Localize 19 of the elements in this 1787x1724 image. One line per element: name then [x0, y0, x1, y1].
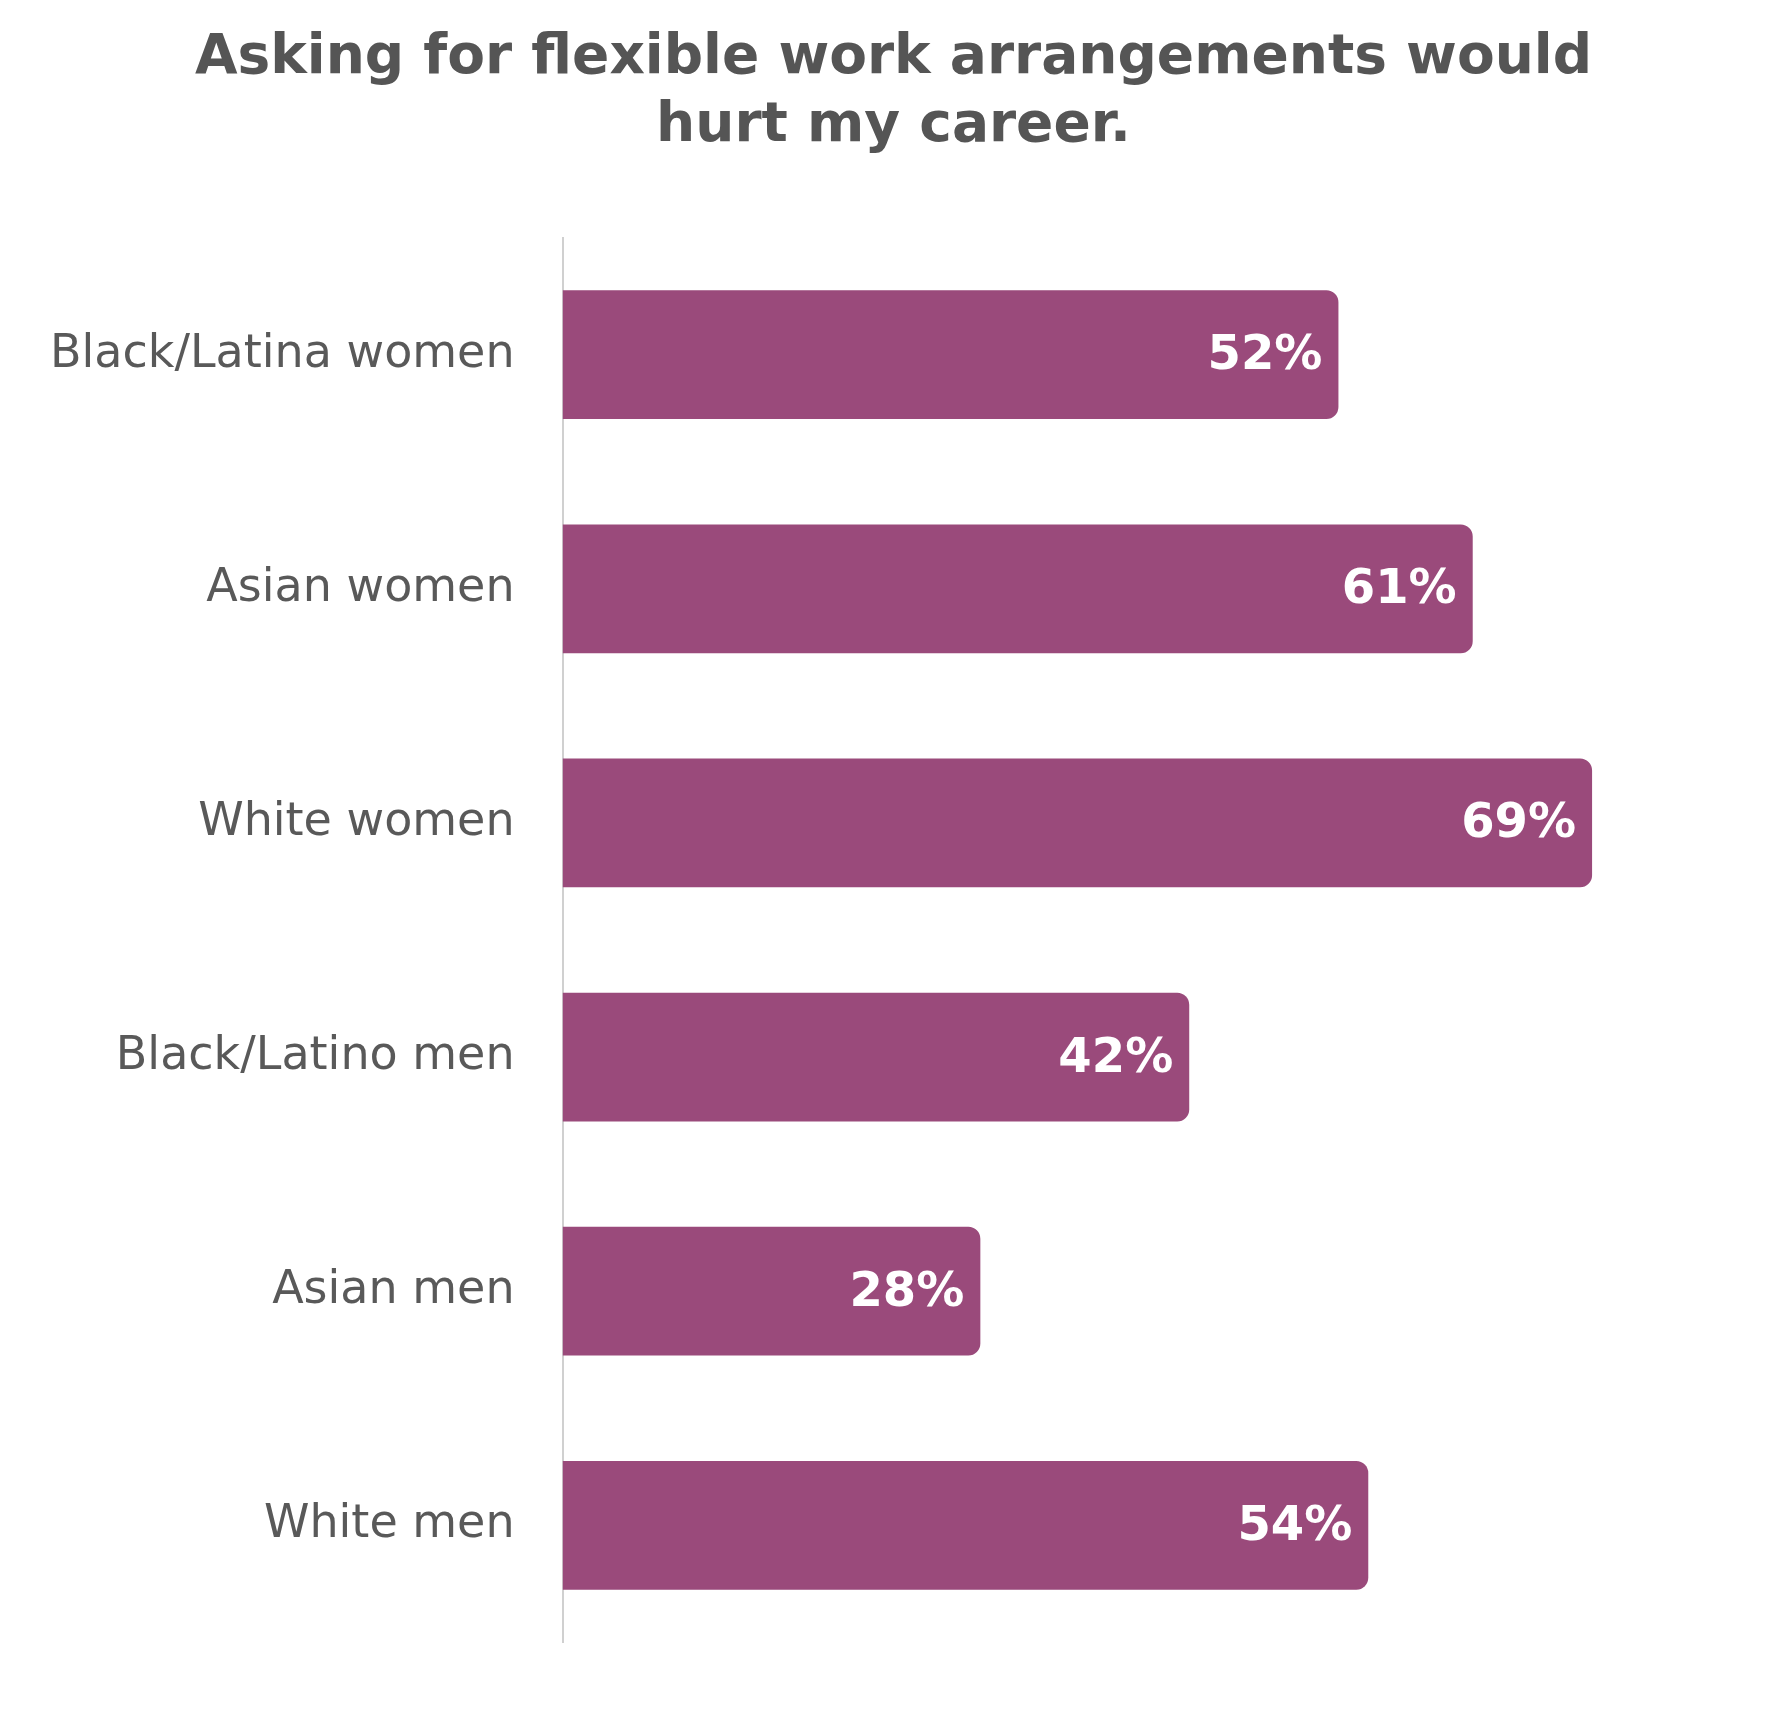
data-label: 61% — [1341, 558, 1457, 615]
y-tick-label: Asian men — [272, 1260, 515, 1315]
chart-title: Asking for flexible work arrangements would hurt my career. — [193, 21, 1594, 156]
bar — [562, 758, 1593, 888]
data-label: 54% — [1237, 1494, 1353, 1551]
data-label: 42% — [1058, 1026, 1174, 1083]
bar — [562, 1460, 1369, 1590]
data-label: 52% — [1207, 324, 1323, 381]
bar — [562, 524, 1473, 654]
bar — [562, 1226, 981, 1356]
data-label: 28% — [849, 1260, 965, 1317]
y-tick-label: White men — [263, 1494, 515, 1549]
bar — [562, 992, 1190, 1122]
data-label: 69% — [1461, 792, 1577, 849]
y-tick-label: Black/Latina women — [49, 323, 515, 378]
y-tick-label: Black/Latino men — [115, 1026, 515, 1081]
y-tick-label: White women — [198, 791, 515, 846]
bar — [562, 290, 1339, 420]
y-tick-label: Asian women — [206, 557, 515, 612]
